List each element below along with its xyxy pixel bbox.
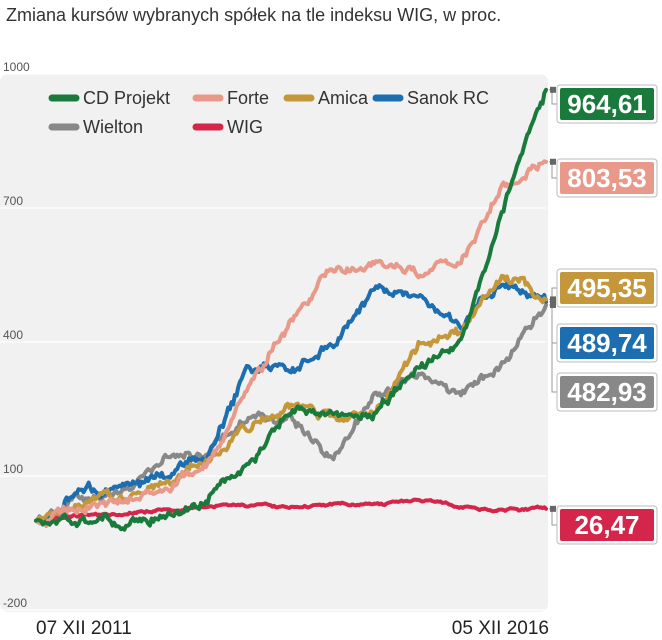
legend: CD Projekt Forte Amica Sanok RC Wielton WIG	[48, 88, 489, 137]
end-labels: 964,61 803,53 495,35 489,74 482,93 26,47	[550, 84, 658, 545]
y-tick-label: 400	[3, 328, 23, 342]
end-marker	[550, 158, 556, 165]
series-line-sanok-rc	[34, 281, 548, 523]
end-marker	[550, 505, 556, 512]
legend-label: Forte	[227, 88, 269, 108]
legend-label: Wielton	[83, 117, 143, 137]
end-label-box	[560, 162, 654, 194]
end-label-value: 495,35	[567, 273, 647, 303]
y-tick-label: 1000	[3, 60, 30, 74]
x-axis: 07 XII 2011 05 XII 2016	[36, 618, 549, 639]
series-lines	[34, 87, 548, 532]
y-tick-label: -200	[3, 596, 27, 610]
y-tick-label: 100	[3, 462, 23, 476]
end-label-box	[560, 327, 654, 359]
end-label-box	[560, 376, 654, 408]
end-label-value: 482,93	[567, 377, 647, 407]
legend-label: Amica	[318, 88, 369, 108]
end-label-value: 964,61	[567, 89, 647, 119]
legend-label: WIG	[227, 117, 263, 137]
end-label-value: 803,53	[567, 163, 647, 193]
end-label-box	[560, 88, 654, 120]
legend-label: CD Projekt	[83, 88, 170, 108]
end-label-box	[560, 509, 654, 541]
end-label-value: 26,47	[574, 510, 639, 540]
y-axis: 1000 700 400 100 -200	[0, 60, 546, 611]
end-label-value: 489,74	[567, 328, 647, 358]
series-line-wig	[34, 497, 548, 524]
x-start-label: 07 XII 2011	[36, 618, 132, 639]
y-tick-label: 700	[3, 194, 23, 208]
series-line-cd-projekt	[34, 87, 548, 532]
end-marker	[550, 298, 556, 305]
end-label-box	[560, 272, 654, 304]
series-line-forte	[34, 159, 548, 529]
end-marker	[550, 86, 556, 93]
x-end-label: 05 XII 2016	[452, 618, 549, 639]
series-line-amica	[34, 273, 548, 523]
end-marker	[550, 301, 556, 308]
legend-label: Sanok RC	[407, 88, 489, 108]
chart-title: Zmiana kursów wybranych spółek na tle in…	[6, 5, 502, 25]
